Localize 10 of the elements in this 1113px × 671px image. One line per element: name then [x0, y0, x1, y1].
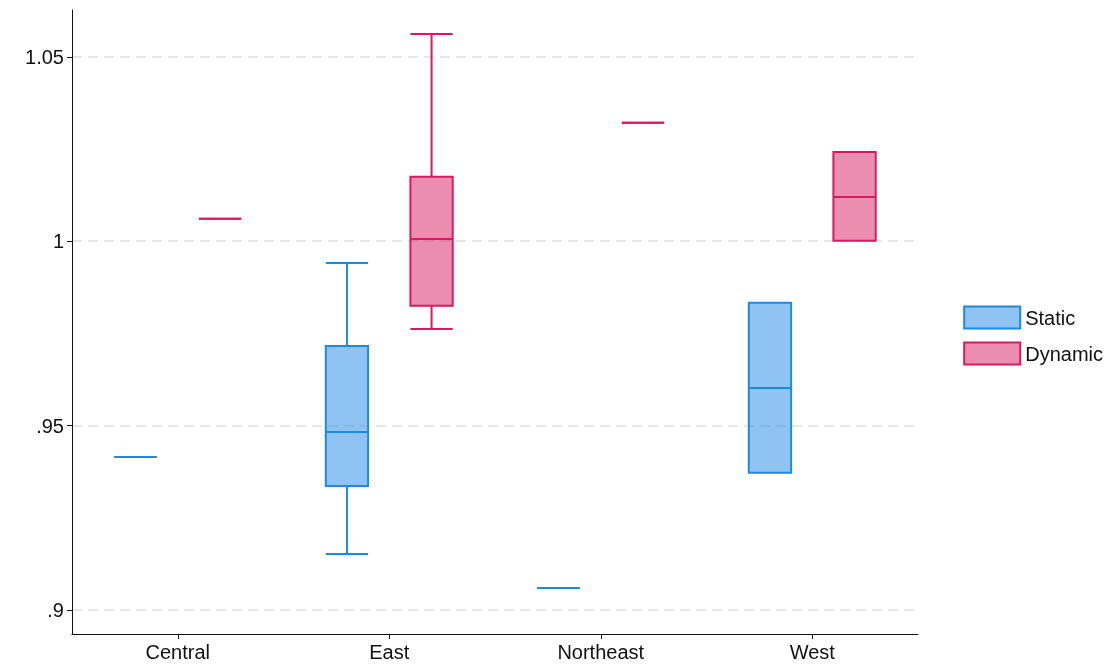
- x-tick-label: Central: [145, 641, 210, 663]
- x-tick-label: Northeast: [557, 641, 645, 663]
- x-tick-label: East: [369, 641, 410, 663]
- y-tick-label: 1: [52, 230, 64, 253]
- y-tick-label: 1.05: [25, 45, 64, 68]
- legend-label: Dynamic: [1025, 342, 1103, 365]
- x-tick-label: West: [789, 641, 836, 663]
- legend-label: Static: [1025, 306, 1076, 329]
- y-tick-label: .9: [47, 599, 64, 622]
- y-tick-label: .95: [36, 414, 64, 437]
